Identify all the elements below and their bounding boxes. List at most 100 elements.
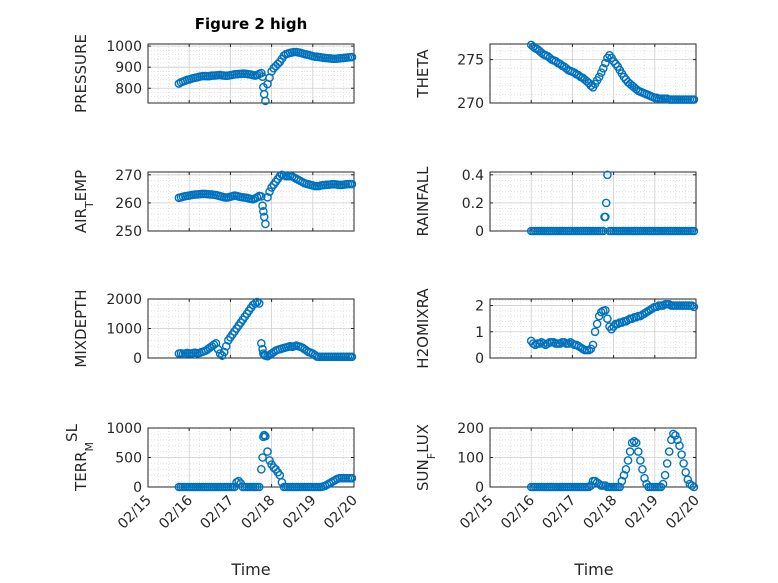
y-axis-label-part: T <box>83 201 96 209</box>
axes-box <box>489 298 697 359</box>
data-point <box>636 456 645 465</box>
axes-box <box>489 43 697 104</box>
y-axis-label: TERRMSL <box>63 423 96 492</box>
y-axis-label-part: SUN <box>414 459 432 491</box>
data-point <box>658 479 668 489</box>
data-point <box>590 327 600 337</box>
data-point <box>669 429 678 439</box>
data-point <box>256 192 266 201</box>
data-point <box>230 482 239 492</box>
data-point <box>689 226 699 236</box>
y-tick-label: 0 <box>133 351 142 367</box>
y-axis-label-part: F <box>425 453 438 459</box>
data-point <box>601 58 610 68</box>
data-point <box>234 476 243 486</box>
data-point <box>601 481 610 490</box>
data-point <box>664 447 674 456</box>
data-point <box>259 430 269 440</box>
data-point <box>594 72 604 82</box>
y-axis-label-part: THETA <box>414 49 432 99</box>
data-point <box>261 219 270 229</box>
data-point <box>256 464 266 474</box>
y-axis-label: THETA <box>414 49 432 99</box>
y-tick-label: 0.2 <box>462 196 484 212</box>
data-point <box>592 319 602 329</box>
y-axis-label: SUNFLUX <box>414 424 438 491</box>
y-axis-label: RAINFALL <box>414 166 432 237</box>
y-tick-label: 270 <box>457 96 484 112</box>
axes-box <box>147 43 355 104</box>
data-point <box>634 447 643 456</box>
data-point <box>261 96 270 106</box>
data-point <box>605 50 614 60</box>
data-point <box>275 171 285 181</box>
data-point <box>265 187 274 196</box>
data-point <box>689 95 699 104</box>
y-axis-label-part: AIR <box>72 208 90 233</box>
figure-title: Figure 2 high <box>195 15 308 33</box>
data-point <box>259 207 268 216</box>
data-point <box>596 68 606 77</box>
data-point <box>623 456 633 465</box>
data-point <box>603 314 612 323</box>
y-axis-label: MIXDEPTH <box>72 289 90 367</box>
y-tick-label: 0.4 <box>462 168 484 184</box>
y-tick-label: 1000 <box>106 39 142 55</box>
data-point <box>252 192 262 202</box>
data-point <box>671 431 680 440</box>
data-point <box>631 438 641 448</box>
data-point <box>599 226 608 236</box>
data-point <box>588 340 598 350</box>
y-axis-label-part: H2OMIXRA <box>414 288 432 369</box>
axes-box <box>147 171 355 232</box>
data-point <box>601 305 610 315</box>
y-tick-label: 0 <box>133 480 142 496</box>
data-point <box>679 459 688 468</box>
data-point <box>254 299 264 308</box>
subplot-5: 0 1000 2000 MIXDEPTH <box>72 289 357 368</box>
data-point <box>601 198 611 208</box>
data-point <box>677 450 686 459</box>
data-point <box>261 431 270 441</box>
y-tick-label: 500 <box>115 451 142 467</box>
data-point <box>662 459 672 468</box>
y-tick-label: 270 <box>115 168 142 184</box>
y-tick-label: 2000 <box>106 292 142 308</box>
data-point <box>683 475 693 484</box>
y-tick-label: 250 <box>115 224 142 240</box>
data-point <box>687 481 697 490</box>
data-point <box>625 447 635 456</box>
y-axis-label-part: RAINFALL <box>414 166 432 237</box>
y-tick-label: 800 <box>115 81 142 97</box>
data-point <box>265 456 274 465</box>
data-point <box>611 59 620 69</box>
data-point <box>627 438 637 448</box>
data-point <box>603 170 612 180</box>
y-axis-label: PRESSURE <box>72 34 90 113</box>
x-axis-label-left: Time <box>230 560 270 579</box>
data-point <box>603 53 612 63</box>
data-point <box>254 482 264 492</box>
data-point <box>250 299 260 308</box>
data-point <box>586 81 596 90</box>
data-point <box>660 470 670 480</box>
y-tick-label: 200 <box>457 421 484 437</box>
data-point <box>594 479 604 489</box>
data-point <box>347 473 357 483</box>
data-point <box>347 179 357 189</box>
data-point <box>609 57 618 66</box>
data-point <box>619 72 629 82</box>
data-point <box>689 482 699 492</box>
y-axis-label-part: EMP <box>72 170 90 201</box>
y-tick-label: 100 <box>457 451 484 467</box>
subplot-2: 270 275 THETA <box>414 40 699 112</box>
data-point <box>215 349 225 358</box>
y-axis-label-part: TERR <box>72 451 90 492</box>
x-axis-label-right: Time <box>573 560 613 579</box>
data-point <box>273 59 283 69</box>
y-axis-label-part: LUX <box>414 424 432 453</box>
data-point <box>263 192 272 202</box>
plot-area <box>490 172 696 231</box>
y-tick-label: 260 <box>115 196 142 212</box>
